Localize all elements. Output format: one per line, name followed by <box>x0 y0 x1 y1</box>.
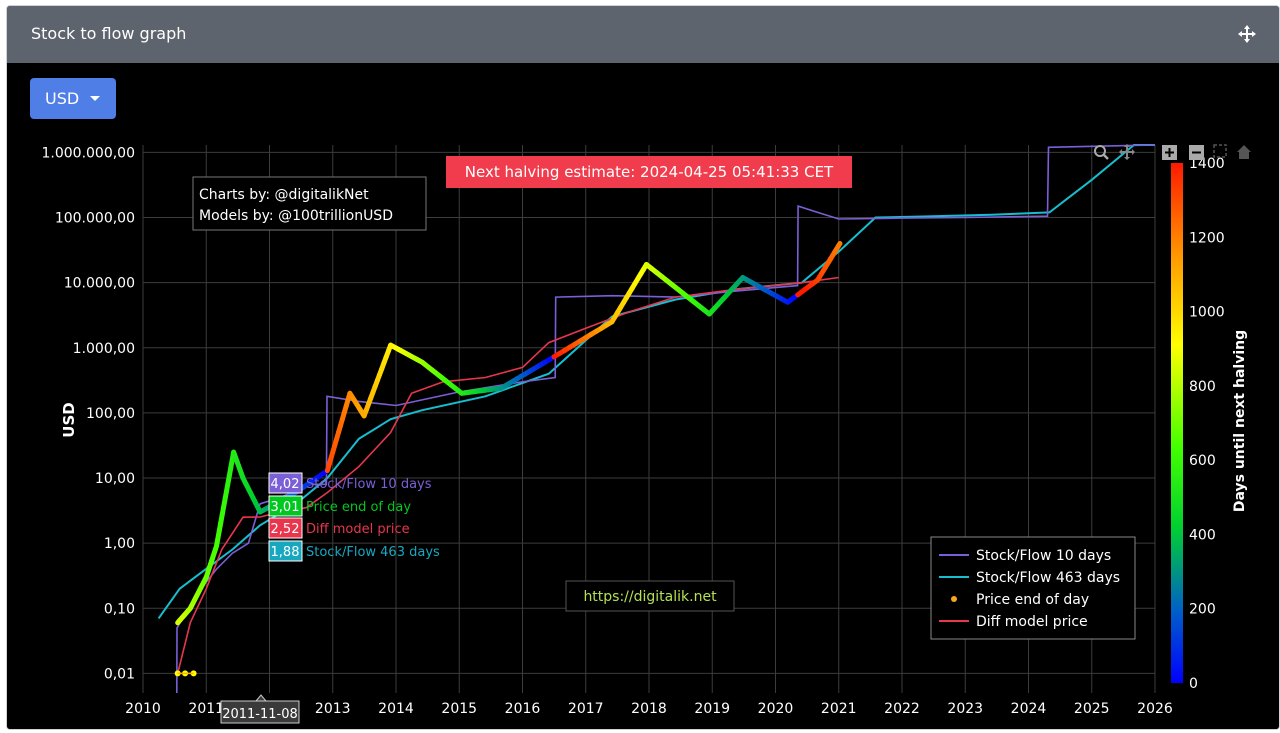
legend-label: Price end of day <box>976 592 1089 608</box>
modebar <box>1094 144 1251 160</box>
panel-title: Stock to flow graph <box>31 24 187 43</box>
hover-value: 1,88 <box>271 545 300 560</box>
hover-value: 2,52 <box>271 522 300 537</box>
legend-label: Stock/Flow 10 days <box>976 548 1111 564</box>
x-tick-label: 2013 <box>315 701 351 717</box>
x-tick-label: 2016 <box>505 701 541 717</box>
panel-body: USD 201020112012201320142015201620172018… <box>7 63 1279 729</box>
home-icon[interactable] <box>1237 145 1251 159</box>
halving-banner-text: Next halving estimate: 2024-04-25 05:41:… <box>465 163 834 181</box>
panel-header: Stock to flow graph <box>7 6 1279 63</box>
move-arrows-icon[interactable] <box>1237 24 1257 44</box>
hover-tooltip: 3,01 Price end of day <box>268 495 411 517</box>
y-tick-label: 100,00 <box>86 406 135 422</box>
hover-series-name: Stock/Flow 10 days <box>306 477 432 492</box>
series-diff-model-line <box>176 276 839 674</box>
x-tick-label: 2022 <box>884 701 920 717</box>
colorbar-tick-label: 1200 <box>1189 230 1225 246</box>
chart-series <box>157 144 1156 694</box>
legend-item[interactable]: Stock/Flow 10 days <box>939 548 1111 564</box>
x-tick-label: 2025 <box>1074 701 1110 717</box>
zoom-icon[interactable] <box>1094 145 1109 160</box>
colorbar-tick-label: 1000 <box>1189 305 1225 321</box>
zoom-out-icon[interactable] <box>1189 145 1204 160</box>
hover-date-text: 2011-11-08 <box>222 707 298 722</box>
x-tick-label: 2014 <box>378 701 414 717</box>
currency-label: USD <box>45 89 80 108</box>
x-tick-label: 2020 <box>758 701 794 717</box>
y-tick-label: 1.000,00 <box>73 341 135 357</box>
x-tick-label: 2017 <box>568 701 604 717</box>
watermark-box: https://digitalik.net <box>565 580 735 612</box>
credits-line-1: Charts by: @digitalikNet <box>199 187 369 203</box>
credits-line-2: Models by: @100trillionUSD <box>199 208 393 224</box>
credits-box: Charts by: @digitalikNet Models by: @100… <box>192 176 427 231</box>
y-tick-label: 0,01 <box>104 666 135 682</box>
hover-value: 3,01 <box>271 500 300 515</box>
colorbar-gradient <box>1171 163 1183 683</box>
x-tick-label: 2026 <box>1137 701 1173 717</box>
x-tick-label: 2018 <box>631 701 667 717</box>
x-tick-label: 2015 <box>441 701 477 717</box>
series-stock-flow-463-line <box>157 144 1155 619</box>
currency-dropdown-button[interactable]: USD <box>30 78 116 119</box>
x-tick-label: 2019 <box>694 701 730 717</box>
y-tick-label: 100.000,00 <box>55 211 135 227</box>
colorbar-title: Days until next halving <box>1232 330 1248 512</box>
hover-value-box <box>268 540 303 562</box>
colorbar-tick-label: 600 <box>1189 453 1216 469</box>
halving-banner: Next halving estimate: 2024-04-25 05:41:… <box>446 156 852 188</box>
hover-tooltip: 4,02 Stock/Flow 10 days <box>268 472 432 494</box>
hover-date-label: 2011-11-08 <box>220 694 300 724</box>
hover-series-name: Price end of day <box>306 500 411 515</box>
x-tick-label: 2023 <box>947 701 983 717</box>
hover-tooltips: 4,02 Stock/Flow 10 days 3,01 Price end of d… <box>268 472 440 562</box>
y-tick-label: 10,00 <box>95 471 135 487</box>
series-stock-flow-10-line <box>176 144 1156 694</box>
x-tick-label: 2011 <box>188 701 224 717</box>
legend-label: Diff model price <box>976 614 1088 630</box>
stock-to-flow-chart[interactable]: 2010201120122013201420152016201720182019… <box>7 63 1279 729</box>
autoscale-icon[interactable] <box>1213 144 1227 158</box>
colorbar-tick-label: 800 <box>1189 379 1216 395</box>
colorbar-tick-label: 0 <box>1189 676 1198 692</box>
y-tick-label: 1.000.000,00 <box>41 145 135 161</box>
hover-series-name: Stock/Flow 463 days <box>306 545 440 560</box>
hover-value-box <box>268 517 303 539</box>
hover-value: 4,02 <box>271 477 300 492</box>
halving-banner-background <box>446 156 852 188</box>
y-tick-label: 10.000,00 <box>64 276 135 292</box>
hover-tooltip: 2,52 Diff model price <box>268 517 410 539</box>
x-tick-label: 2010 <box>125 701 161 717</box>
watermark-text: https://digitalik.net <box>583 589 717 605</box>
y-axis-label: USD <box>60 402 78 437</box>
axis-ticks: 2010201120122013201420152016201720182019… <box>41 145 1172 717</box>
colorbar-tick-label: 400 <box>1189 527 1216 543</box>
pan-icon[interactable] <box>1119 144 1135 160</box>
zoom-in-icon[interactable] <box>1162 145 1177 160</box>
price-segment <box>835 240 843 249</box>
legend-item[interactable]: Price end of day <box>951 592 1089 608</box>
legend-item[interactable]: Diff model price <box>939 614 1088 630</box>
x-tick-label: 2021 <box>821 701 857 717</box>
hover-value-box <box>268 495 303 517</box>
y-tick-label: 0,10 <box>104 601 135 617</box>
hover-value-box <box>268 472 303 494</box>
legend-swatch <box>951 596 957 602</box>
y-tick-label: 1,00 <box>104 536 135 552</box>
hover-tooltip: 1,88 Stock/Flow 463 days <box>268 540 440 562</box>
legend-item[interactable]: Stock/Flow 463 days <box>939 570 1120 586</box>
colorbar-tick-label: 200 <box>1189 602 1216 618</box>
caret-down-icon <box>90 96 100 101</box>
hover-series-name: Diff model price <box>306 522 410 537</box>
x-tick-label: 2024 <box>1011 701 1047 717</box>
legend-label: Stock/Flow 463 days <box>976 570 1120 586</box>
legend: Stock/Flow 10 days Stock/Flow 463 days Pri… <box>930 536 1136 640</box>
chart-panel: Stock to flow graph USD 2010201120122013… <box>6 5 1280 730</box>
